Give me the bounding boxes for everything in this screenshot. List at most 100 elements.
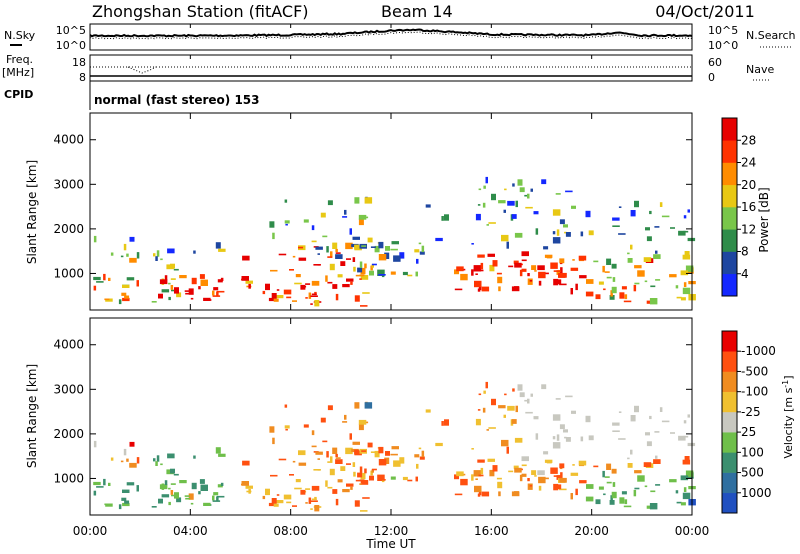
velocity-cell: [245, 485, 253, 489]
power-cell: [367, 237, 373, 243]
velocity-cell: [123, 448, 127, 456]
velocity-cell: [93, 440, 97, 448]
power-cell: [216, 290, 225, 293]
velocity-cell: [680, 502, 686, 506]
velocity-cell: [378, 459, 387, 466]
power-cell: [174, 287, 179, 294]
velocity-cell: [498, 491, 501, 497]
velocity-cell: [335, 459, 343, 464]
nsky-line: [89, 28, 693, 38]
power-cell: [390, 271, 396, 275]
power-cell: [488, 222, 496, 224]
power-cell: [378, 274, 386, 276]
colorbar-swatch: [722, 452, 737, 473]
velocity-cell: [384, 457, 390, 464]
power-cell: [571, 205, 576, 209]
velocity-cell: [670, 432, 675, 434]
velocity-cell: [415, 476, 418, 482]
velocity-cell: [416, 463, 419, 469]
power-cell: [682, 287, 691, 295]
power-cell: [355, 274, 364, 277]
power-cell: [179, 275, 187, 279]
power-cell: [444, 214, 449, 221]
velocity-cell: [311, 498, 317, 501]
power-cell: [513, 260, 519, 264]
power-cell: [498, 286, 501, 292]
velocity-cell: [627, 463, 633, 468]
power-cell: [527, 193, 530, 199]
velocity-cell: [527, 483, 533, 490]
power-cell: [269, 221, 275, 228]
velocity-cell: [441, 421, 444, 426]
power-cell: [521, 251, 529, 257]
power-cell: [311, 240, 317, 243]
power-cell: [294, 282, 302, 285]
x-tick-label: 16:00: [474, 524, 509, 538]
power-colorbar: 4 8 12 16 20 24 28: [721, 117, 756, 297]
velocity-cell: [275, 500, 284, 504]
power-cell: [552, 237, 561, 244]
power-cell: [485, 176, 488, 184]
velocity-cell: [512, 388, 515, 392]
power-cell: [310, 295, 318, 297]
velocity-cell: [579, 480, 587, 484]
power-cell: [480, 262, 484, 270]
x-tick-label: 00:00: [675, 524, 710, 538]
velocity-cell: [527, 478, 530, 482]
power-cell: [358, 218, 364, 226]
velocity-cell: [514, 467, 522, 473]
velocity-cell: [168, 487, 171, 490]
velocity-cell: [563, 429, 568, 433]
velocity-cell: [627, 457, 630, 460]
power-cell: [327, 281, 333, 284]
velocity-cell: [402, 476, 408, 481]
power-cell: [504, 188, 507, 191]
velocity-cell: [514, 437, 523, 443]
power-cell: [634, 282, 640, 285]
velocity-cell: [352, 462, 356, 467]
power-cell: [171, 289, 176, 292]
power-cell: [122, 297, 130, 302]
velocity-cell: [507, 405, 515, 411]
velocity-cell: [555, 398, 561, 400]
velocity-cell: [556, 434, 560, 441]
power-cell: [190, 297, 194, 300]
velocity-cell: [612, 482, 616, 487]
power-cell: [634, 200, 639, 208]
power-cell: [359, 278, 362, 280]
power-cell: [314, 300, 320, 307]
power-cell: [188, 288, 194, 295]
velocity-cell: [340, 466, 346, 471]
power-cell: [126, 253, 129, 257]
power-cell: [364, 263, 367, 269]
power-cell: [595, 294, 601, 300]
velocity-cell: [687, 442, 696, 447]
velocity-cell: [504, 393, 507, 396]
power-cell: [126, 277, 135, 281]
velocity-cell: [284, 425, 290, 429]
velocity-cell: [513, 465, 519, 469]
velocity-cell: [487, 458, 495, 462]
power-cell: [483, 185, 486, 189]
power-cell: [611, 286, 617, 294]
velocity-cell: [164, 480, 168, 485]
velocity-cell: [517, 384, 523, 391]
velocity-cell: [492, 465, 498, 472]
power-cell: [512, 183, 515, 187]
power-cell: [514, 262, 522, 268]
nsearch-label: N.Search: [746, 29, 796, 42]
velocity-cell: [682, 459, 691, 465]
velocity-cell: [292, 460, 296, 463]
power-cell: [604, 271, 610, 273]
power-cell: [634, 265, 642, 269]
power-cell: [414, 249, 420, 253]
power-cell: [245, 280, 253, 284]
power-cell: [295, 274, 301, 278]
power-cell: [419, 251, 425, 255]
velocity-cell: [337, 479, 343, 483]
power-cell: [609, 295, 615, 300]
velocity-cell: [496, 477, 502, 480]
y-tick-label: 3000: [53, 382, 84, 396]
power-cell: [185, 292, 191, 295]
power-cell: [680, 270, 689, 276]
